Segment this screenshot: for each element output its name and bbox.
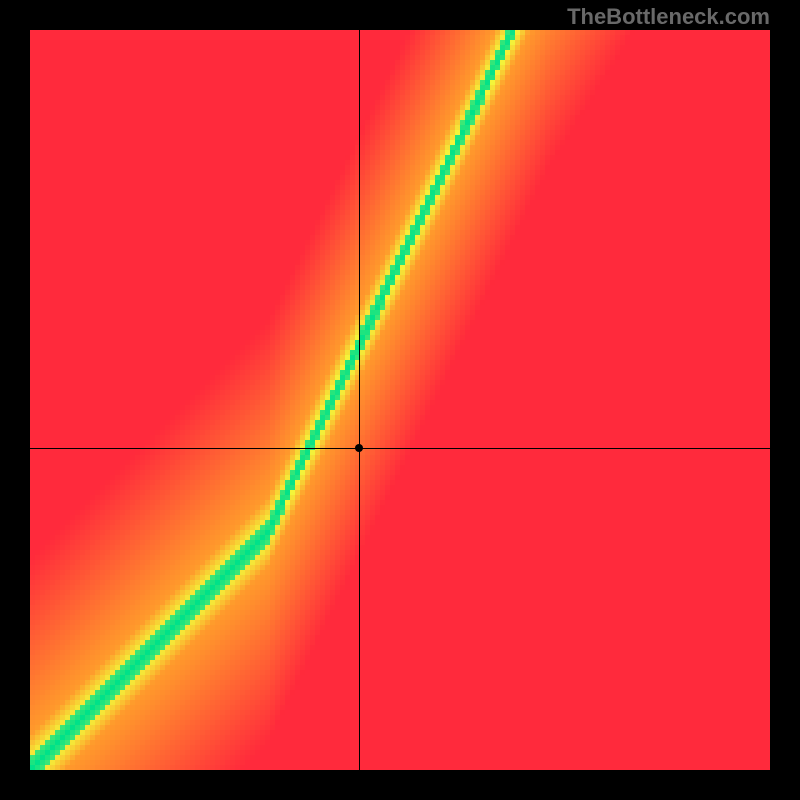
heatmap-canvas [30,30,770,770]
crosshair-vertical [359,30,360,770]
watermark-text: TheBottleneck.com [567,4,770,30]
heatmap-plot [30,30,770,770]
crosshair-dot [355,444,363,452]
crosshair-horizontal [30,448,770,449]
